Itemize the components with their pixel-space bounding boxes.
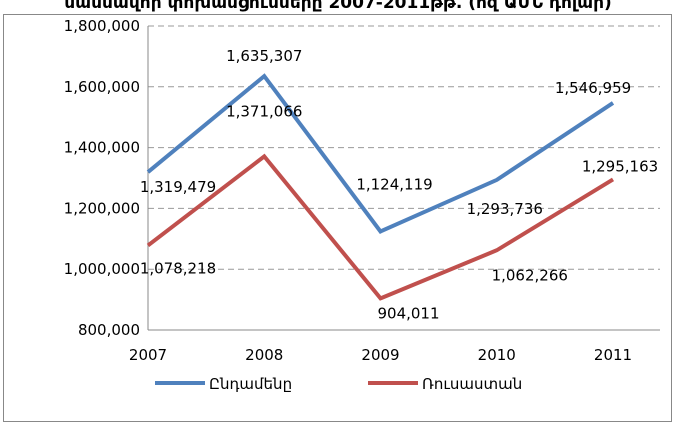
data-label: 1,293,736 [467,200,543,218]
chart-title: մասնավոր փոխանցումները 2007-2011թթ. (հզ … [64,0,612,13]
x-tick-label: 2007 [129,346,167,364]
data-label: 1,295,163 [582,157,658,175]
data-label: 1,124,119 [356,175,432,193]
y-tick-label: 1,800,000 [64,17,140,35]
y-tick-label: 800,000 [78,321,140,339]
x-tick-label: 2008 [245,346,283,364]
x-tick-label: 2010 [478,346,516,364]
legend-label: Ռուսաստան [422,375,522,393]
data-label: 1,371,066 [226,102,302,120]
data-label: 1,319,479 [140,178,216,196]
x-tick-label: 2011 [594,346,632,364]
legend-label: Ընդամենը [209,375,292,393]
chart-border [3,14,672,422]
y-tick-label: 1,000,000 [64,260,140,278]
data-label: 1,062,266 [492,266,568,284]
y-tick-label: 1,400,000 [64,139,140,157]
line [146,73,615,234]
y-tick-label: 1,200,000 [64,199,140,217]
x-tick-label: 2009 [361,346,399,364]
y-tick-label: 1,600,000 [64,78,140,96]
line [146,153,615,301]
data-label: 1,546,959 [555,79,631,97]
data-label: 904,011 [377,304,439,322]
data-label: 1,635,307 [226,47,302,65]
data-label: 1,078,218 [140,259,216,277]
